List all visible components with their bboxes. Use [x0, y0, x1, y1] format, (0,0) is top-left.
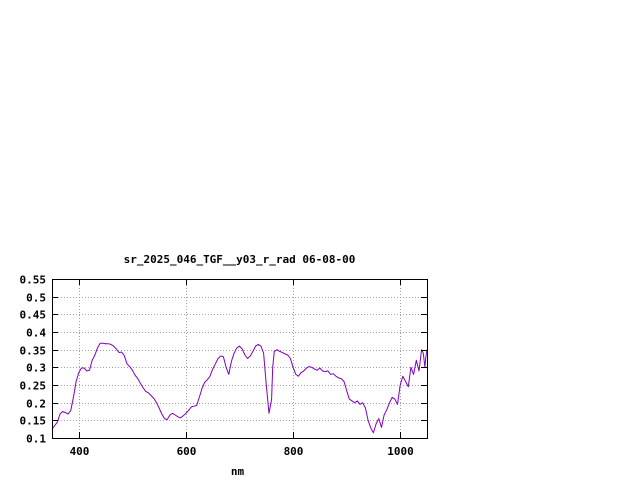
- x-axis-label: nm: [231, 465, 245, 478]
- tick-labels: 0.1 0.15 0.2 0.25 0.3 0.35 0.4 0.45 0.5 0.55 400 60…: [20, 274, 414, 459]
- x-tick-label: 1000: [387, 445, 414, 458]
- chart-title: sr_2025_046_TGF__y03_r_rad 06-08-00: [124, 253, 356, 266]
- series-layer: [51, 342, 428, 434]
- y-tick-label: 0.1: [26, 433, 46, 446]
- x-tick-label: 600: [177, 445, 197, 458]
- grid-lines: [52, 279, 427, 438]
- y-tick-label: 0.5: [26, 292, 46, 305]
- y-tick-label: 0.3: [26, 362, 46, 375]
- y-tick-label: 0.55: [20, 274, 47, 287]
- tick-marks: [52, 279, 427, 439]
- y-tick-label: 0.15: [20, 415, 47, 428]
- plot-frame: [52, 279, 428, 439]
- y-tick-label: 0.25: [20, 380, 47, 393]
- x-tick-label: 800: [284, 445, 304, 458]
- y-tick-label: 0.4: [26, 327, 46, 340]
- x-tick-label: 400: [70, 445, 90, 458]
- y-tick-label: 0.2: [26, 398, 46, 411]
- y-tick-label: 0.35: [20, 345, 47, 358]
- series-line: [51, 342, 428, 434]
- y-tick-label: 0.45: [20, 309, 47, 322]
